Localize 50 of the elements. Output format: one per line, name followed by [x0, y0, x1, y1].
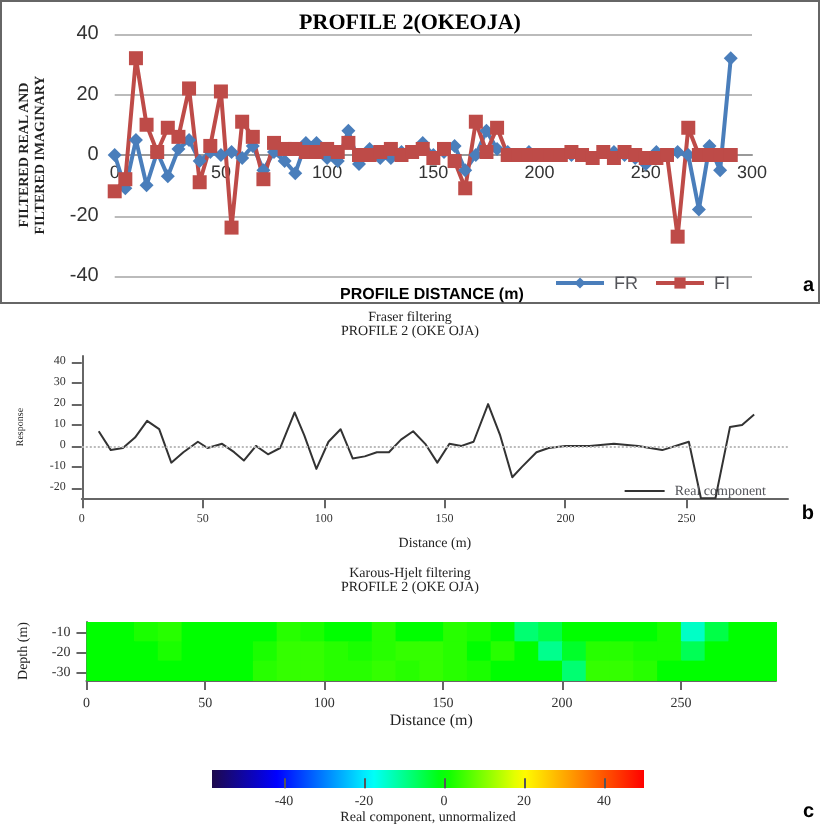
point — [224, 144, 239, 159]
point — [192, 154, 207, 169]
y-tick-label: 40 — [76, 23, 100, 45]
x-tick-label: 150 — [418, 162, 449, 182]
point — [213, 148, 228, 162]
point — [681, 120, 696, 135]
x-axis-title: PROFILE DISTANCE (m) — [340, 285, 525, 303]
point — [107, 184, 122, 199]
point — [171, 141, 186, 156]
text: a — [802, 275, 815, 297]
x-tick-label: 300 — [736, 162, 768, 182]
legend-label: FI — [714, 273, 730, 293]
point — [713, 163, 728, 178]
point — [235, 114, 250, 129]
chart-title: PROFILE 2(OKEOJA) — [299, 11, 522, 35]
point — [107, 148, 122, 162]
point — [192, 175, 207, 190]
point — [479, 144, 494, 159]
point — [128, 51, 143, 66]
text: b — [801, 503, 814, 525]
point — [341, 135, 356, 150]
point — [139, 117, 154, 132]
point — [288, 166, 303, 181]
point — [468, 114, 483, 129]
point — [447, 154, 462, 169]
point — [277, 154, 292, 169]
point — [160, 169, 175, 184]
point — [235, 151, 250, 166]
point — [256, 172, 271, 187]
point — [224, 220, 239, 235]
y-tick-label: -20 — [69, 204, 100, 227]
x-tick-label: 200 — [524, 162, 555, 182]
point — [458, 181, 473, 196]
point — [182, 81, 197, 96]
point — [171, 129, 186, 144]
y-tick-label: 0 — [87, 144, 100, 166]
point — [203, 138, 218, 153]
y-tick-label: 20 — [76, 83, 100, 106]
point — [670, 229, 685, 244]
x-axis-title: Distance (m) — [389, 710, 474, 729]
point — [490, 120, 505, 135]
point — [118, 172, 133, 187]
y-tick-label: -40 — [69, 265, 100, 287]
point — [723, 51, 738, 66]
point — [213, 84, 228, 99]
x-tick-label: 100 — [312, 162, 343, 182]
point — [245, 129, 260, 144]
legend-label: FR — [614, 273, 639, 293]
point — [458, 163, 473, 178]
text: c — [802, 801, 815, 823]
